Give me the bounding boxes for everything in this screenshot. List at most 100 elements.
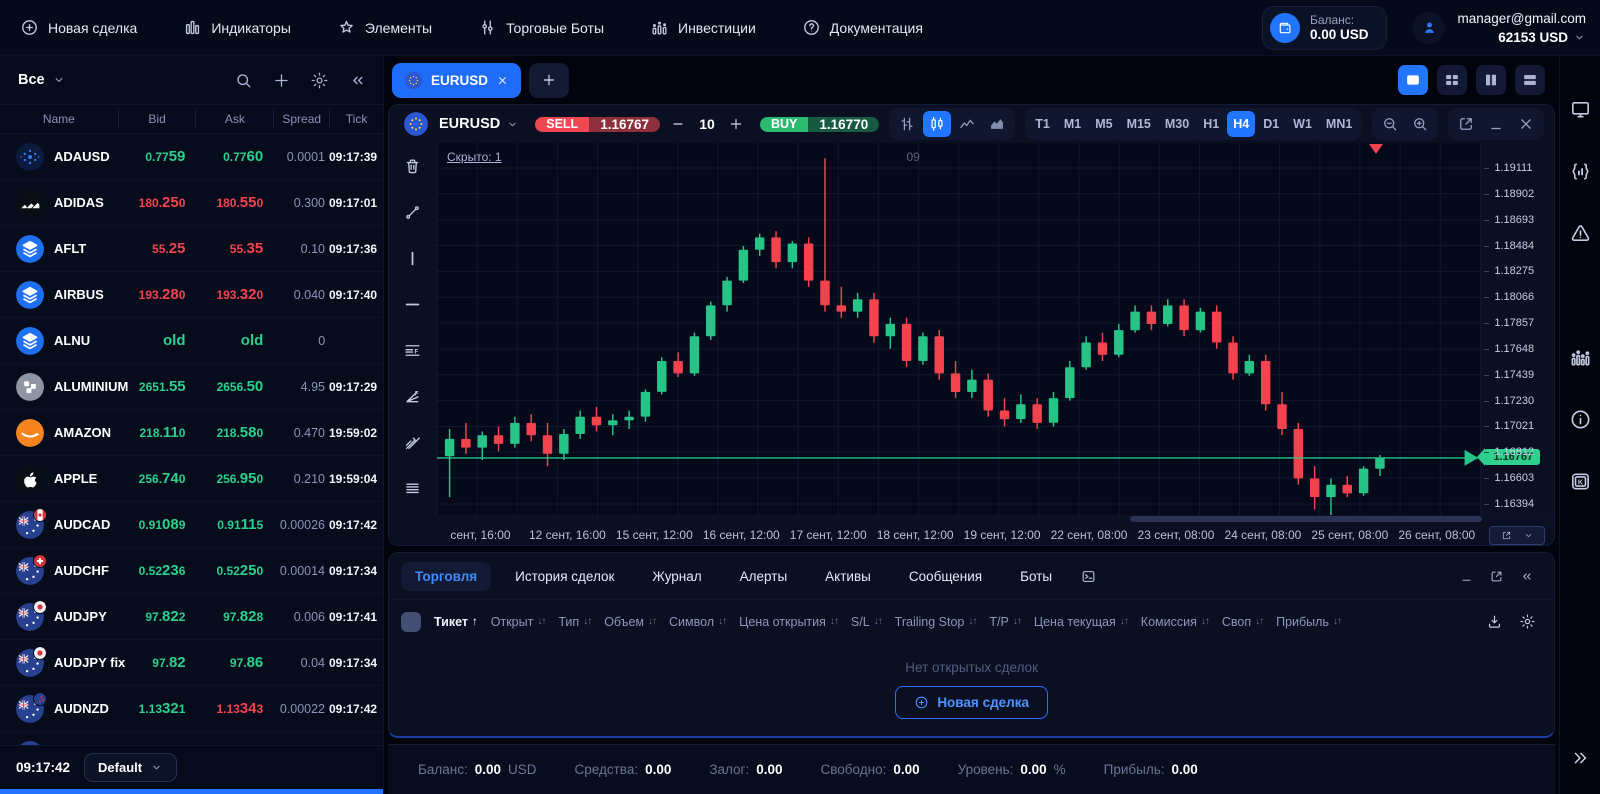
vertical-line-icon[interactable]: [403, 249, 422, 268]
fib-retracement-icon[interactable]: F: [403, 341, 422, 360]
ask-value[interactable]: 180.550: [216, 194, 264, 211]
watchlist-row[interactable]: AFLT 55.25 55.35 0.10 09:17:36: [0, 226, 383, 272]
watchlist-row[interactable]: AMAZON 218.110 218.580 0.470 19:59:02: [0, 410, 383, 456]
table-settings-icon[interactable]: [1519, 613, 1536, 630]
timeframe-h4-button[interactable]: H4: [1227, 111, 1256, 137]
ask-value[interactable]: 97.86: [229, 654, 264, 671]
chart-minimize-button[interactable]: [1482, 111, 1510, 137]
watchlist-row[interactable]: AUDJPY fix 97.82 97.86 0.04 09:17:34: [0, 640, 383, 686]
volume-decrease-button[interactable]: [670, 116, 686, 132]
terminal-tab[interactable]: Журнал: [652, 568, 702, 584]
layout-single-button[interactable]: [1398, 65, 1429, 95]
ask-value[interactable]: 97.828: [223, 608, 264, 625]
watchlist-row[interactable]: ADAUSD 0.7759 0.7760 0.0001 09:17:39: [0, 134, 383, 180]
column-header[interactable]: Символ ↓↑: [669, 614, 727, 629]
column-header[interactable]: T/P ↓↑: [989, 614, 1021, 629]
chart-plot[interactable]: Скрыто: 1 09: [437, 143, 1481, 515]
nav-item-new-deal[interactable]: Новая сделка: [20, 18, 137, 37]
bid-value[interactable]: 0.7759: [145, 148, 186, 165]
pitchfork-icon[interactable]: [403, 433, 422, 452]
zoom-out-button[interactable]: [1376, 111, 1404, 137]
layout-grid-button[interactable]: [1437, 65, 1468, 95]
nav-item-documentation[interactable]: Документация: [802, 18, 923, 37]
account-widget[interactable]: manager@gmail.com 62153 USD: [1413, 10, 1586, 45]
line-type-button[interactable]: [953, 111, 981, 137]
watchlist-column-header[interactable]: Ask: [195, 110, 273, 128]
nav-item-indicators[interactable]: Индикаторы: [183, 18, 291, 37]
buy-button[interactable]: BUY 1.16770: [760, 116, 880, 132]
watchlist-column-header[interactable]: Bid: [117, 110, 196, 128]
timeframe-h1-button[interactable]: H1: [1203, 117, 1220, 131]
timeframe-m5-button[interactable]: M5: [1095, 117, 1113, 131]
column-header[interactable]: Trailing Stop ↓↑: [894, 614, 978, 629]
watchlist-row[interactable]: APPLE 256.740 256.950 0.210 19:59:04: [0, 456, 383, 502]
column-header[interactable]: S/L ↓↑: [850, 614, 883, 629]
watchlist-row[interactable]: AUDCHF 0.52236 0.52250 0.00014 09:17:34: [0, 548, 383, 594]
bid-value[interactable]: 1.13321: [138, 700, 186, 717]
column-header[interactable]: Объем ↓↑: [604, 614, 657, 629]
settings-icon[interactable]: undefined: [1569, 284, 1592, 307]
ask-value[interactable]: 2656.50: [216, 378, 264, 395]
watchlist-column-header[interactable]: Tick: [329, 110, 383, 128]
bid-value[interactable]: 256.740: [138, 470, 186, 487]
nav-item-investments[interactable]: Инвестиции: [650, 18, 756, 37]
timeframe-t1-button[interactable]: T1: [1035, 117, 1050, 131]
layout-cols-button[interactable]: [1476, 65, 1507, 95]
hscroll-thumb[interactable]: [1129, 516, 1482, 522]
candles-type-button[interactable]: [923, 111, 952, 137]
ask-value[interactable]: 55.35: [229, 240, 264, 257]
parallel-lines-icon[interactable]: [403, 479, 422, 498]
watchlist-row[interactable]: ALNU old old 0: [0, 318, 383, 364]
close-icon[interactable]: [496, 74, 509, 87]
ask-value[interactable]: old: [240, 332, 264, 349]
column-header[interactable]: Прибыль ↓↑: [1276, 614, 1342, 629]
chevrons-right-icon[interactable]: [1570, 748, 1590, 768]
bid-value[interactable]: 55.25: [152, 240, 186, 257]
stats-icon[interactable]: [1569, 346, 1592, 369]
bid-value[interactable]: old: [163, 332, 186, 349]
ask-value[interactable]: 0.52250: [216, 562, 264, 579]
timeframe-w1-button[interactable]: W1: [1293, 117, 1312, 131]
layout-rows-button[interactable]: [1515, 65, 1546, 95]
keyboard-icon[interactable]: K: [1569, 470, 1592, 493]
column-header[interactable]: Тикет ↑: [434, 614, 478, 629]
select-all-checkbox[interactable]: [401, 611, 421, 632]
column-header[interactable]: Своп ↓↑: [1221, 614, 1264, 629]
search-icon[interactable]: [234, 71, 253, 90]
terminal-tab[interactable]: Алерты: [739, 568, 788, 584]
ask-value[interactable]: 0.91115: [217, 516, 264, 533]
watchlist-row[interactable]: ALUMINIUM 2651.55 2656.50 4.95 09:17:29: [0, 364, 383, 410]
tab-eurusd[interactable]: EURUSD: [392, 62, 522, 98]
area-type-button[interactable]: [983, 111, 1011, 137]
balance-widget[interactable]: Баланс: 0.00 USD: [1261, 5, 1388, 50]
column-header[interactable]: Тип ↓↑: [558, 614, 592, 629]
bid-value[interactable]: 97.82: [152, 654, 186, 671]
watchlist-filter-dropdown[interactable]: Все: [18, 72, 66, 88]
chart-hscrollbar[interactable]: [437, 515, 1555, 523]
bid-value[interactable]: 180.250: [138, 194, 186, 211]
ask-value[interactable]: 0.7760: [223, 148, 264, 165]
watchlist-row[interactable]: AUDCAD 0.91089 0.91115 0.00026 09:17:42: [0, 502, 383, 548]
price-axis[interactable]: 1.16767 1.19111 1.18902 1.18693 1.18484 1.18…: [1480, 143, 1554, 515]
watchlist-row[interactable]: ADIDAS 180.250 180.550 0.300 09:17:01: [0, 180, 383, 226]
hidden-objects-link[interactable]: Скрыто: 1: [447, 150, 502, 164]
bid-value[interactable]: 0.91089: [138, 516, 186, 533]
panel-expand-button[interactable]: [1489, 569, 1504, 584]
panel-minimize-button[interactable]: [1459, 569, 1474, 584]
code-chart-icon[interactable]: [1569, 160, 1592, 183]
timeframe-m30-button[interactable]: M30: [1164, 117, 1190, 131]
column-header[interactable]: Открыт ↓↑: [490, 614, 547, 629]
gear-icon[interactable]: [310, 71, 329, 90]
column-header[interactable]: Цена текущая ↓↑: [1033, 614, 1129, 629]
column-header[interactable]: Цена открытия ↓↑: [739, 614, 839, 629]
watchlist-column-header[interactable]: Name: [42, 112, 75, 126]
profile-dropdown[interactable]: Default: [84, 753, 178, 782]
column-header[interactable]: Комиссия ↓↑: [1140, 614, 1210, 629]
timeframe-m1-button[interactable]: M1: [1063, 117, 1082, 131]
ask-value[interactable]: 1.13343: [216, 700, 264, 717]
symbol-dropdown[interactable]: EURUSD: [439, 116, 519, 132]
info-icon[interactable]: [1569, 408, 1592, 431]
add-tab-button[interactable]: [529, 62, 570, 98]
terminal-icon[interactable]: [1080, 568, 1097, 585]
bars-type-button[interactable]: [893, 111, 921, 137]
